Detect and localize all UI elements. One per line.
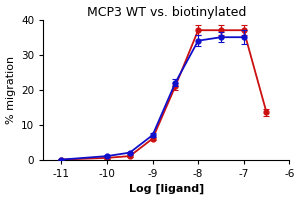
Title: MCP3 WT vs. biotinylated: MCP3 WT vs. biotinylated (87, 6, 246, 19)
Y-axis label: % migration: % migration (6, 56, 16, 124)
X-axis label: Log [ligand]: Log [ligand] (129, 184, 204, 194)
